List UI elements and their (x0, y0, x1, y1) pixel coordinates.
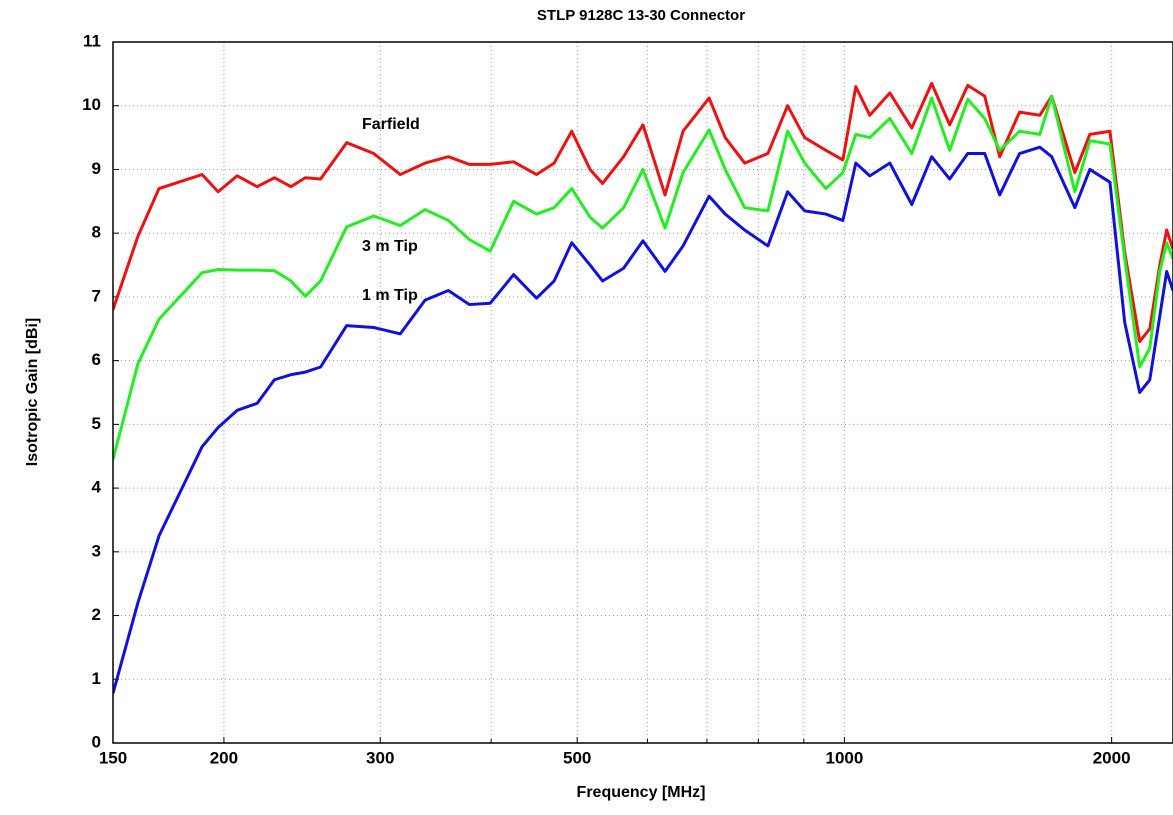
y-tick-label: 2 (92, 605, 101, 624)
series-label: 1 m Tip (362, 287, 418, 304)
y-tick-label: 4 (92, 478, 102, 497)
y-tick-label: 6 (92, 350, 101, 369)
y-tick-label: 7 (92, 286, 101, 305)
data-line (113, 94, 1173, 460)
plot-lines (113, 81, 1173, 694)
chart-title: STLP 9128C 13-30 Connector (537, 7, 745, 24)
y-tick-label: 1 (92, 669, 101, 688)
y-tick-label: 3 (92, 541, 101, 560)
data-line (113, 81, 1173, 344)
x-tick-label: 200 (210, 748, 238, 767)
x-tick-label: 1000 (825, 748, 863, 767)
x-tick-label: 150 (99, 748, 127, 767)
y-tick-label: 5 (92, 414, 101, 433)
series-label: 3 m Tip (362, 238, 418, 255)
y-axis-label: Isotropic Gain [dBi] (24, 318, 41, 466)
x-tick-label: 500 (563, 748, 591, 767)
y-tick-label: 11 (83, 31, 101, 50)
y-tick-label: 10 (82, 95, 101, 114)
data-line (113, 145, 1173, 694)
x-axis-label: Frequency [MHz] (577, 784, 706, 801)
y-tick-label: 9 (92, 159, 101, 178)
x-tick-label: 2000 (1093, 748, 1131, 767)
x-tick-label: 300 (366, 748, 394, 767)
series-label: Farfield (362, 116, 420, 133)
plot-frame (112, 41, 1173, 744)
y-tick-label: 8 (92, 223, 101, 242)
y-tick-label: 0 (92, 732, 101, 751)
grid (112, 41, 1173, 744)
